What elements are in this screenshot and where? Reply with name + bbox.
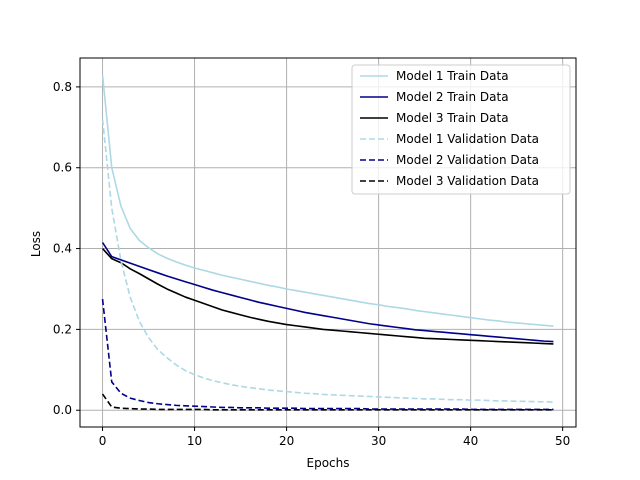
axes-frame (79, 57, 577, 428)
series-line-1 (101, 74, 554, 327)
y-axis-label: Loss (29, 231, 43, 257)
x-tick-label: 30 (371, 434, 386, 448)
y-tick-label: 0.8 (53, 80, 72, 94)
axis-ticks: 0 10 20 30 40 50 0.0 0.2 0.4 0.6 0.8 (53, 80, 570, 448)
series-line-3 (101, 248, 554, 345)
series-line-5 (101, 298, 554, 411)
legend: Model 1 Train Data Model 2 Train Data Mode… (351, 64, 571, 195)
x-tick-label: 50 (555, 434, 570, 448)
y-tick-label: 0.2 (53, 322, 72, 336)
series-line-4 (101, 119, 554, 403)
x-axis-label: Epochs (307, 456, 350, 470)
legend-label-1: Model 1 Train Data (396, 69, 509, 83)
x-tick-label: 20 (279, 434, 294, 448)
x-tick-label: 40 (463, 434, 478, 448)
x-tick-label: 0 (99, 434, 107, 448)
legend-label-5: Model 2 Validation Data (396, 153, 539, 167)
legend-label-6: Model 3 Validation Data (396, 174, 539, 188)
series-lines (101, 74, 554, 411)
legend-entries: Model 1 Train Data Model 2 Train Data Mode… (360, 69, 539, 188)
series-line-2 (101, 242, 554, 343)
legend-label-4: Model 1 Validation Data (396, 132, 539, 146)
y-tick-label: 0.0 (53, 403, 72, 417)
y-tick-label: 0.6 (53, 161, 72, 175)
y-tick-label: 0.4 (53, 242, 72, 256)
series-line-6 (101, 393, 554, 411)
legend-box (351, 64, 571, 195)
legend-label-3: Model 3 Train Data (396, 111, 509, 125)
x-tick-label: 10 (187, 434, 202, 448)
legend-label-2: Model 2 Train Data (396, 90, 509, 104)
